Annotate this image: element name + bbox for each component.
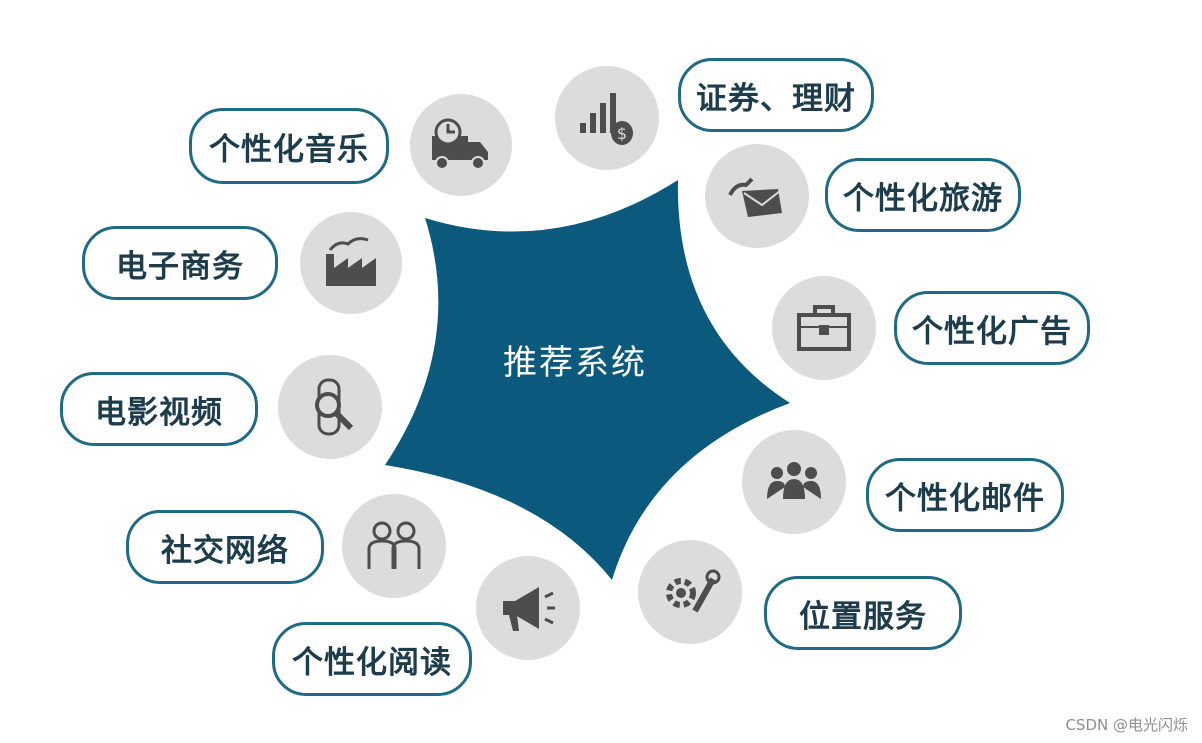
pill-location: 位置服务 [764, 576, 962, 650]
pill-music: 个性化音乐 [189, 108, 389, 184]
pill-social-label: 社交网络 [161, 532, 289, 569]
magnifier-tube-icon [315, 378, 354, 436]
megaphone-icon [503, 587, 555, 631]
pill-video-label: 电影视频 [95, 394, 223, 431]
pill-video: 电影视频 [60, 372, 258, 446]
hand-envelope-icon [728, 177, 782, 217]
pill-reading: 个性化阅读 [272, 622, 472, 696]
pill-ads-label: 个性化广告 [912, 313, 1072, 350]
money-bars-icon: $ [580, 93, 633, 145]
bubble-social [342, 494, 446, 598]
factory-icon [326, 237, 376, 286]
pill-ads: 个性化广告 [894, 291, 1090, 365]
center-label: 推荐系统 [503, 343, 647, 383]
watermark: CSDN @电光闪烁 [1065, 716, 1188, 734]
pill-finance: 证券、理财 [678, 58, 874, 132]
bubble-reading [476, 556, 580, 660]
pill-finance-label: 证券、理财 [696, 80, 856, 117]
bubble-location [638, 540, 742, 644]
gear-wrench-icon [666, 569, 721, 613]
pill-music-label: 个性化音乐 [209, 131, 369, 168]
bubble-email [742, 430, 846, 534]
pill-ecommerce: 电子商务 [82, 226, 278, 300]
bubble-music [410, 94, 512, 196]
bubble-ecommerce [300, 212, 402, 314]
bubble-finance: $ [555, 66, 659, 170]
svg-text:$: $ [617, 124, 627, 143]
pill-travel-label: 个性化旅游 [843, 180, 1003, 217]
pill-travel: 个性化旅游 [825, 158, 1021, 232]
bubble-travel [705, 144, 809, 248]
pill-location-label: 位置服务 [799, 598, 927, 635]
pill-ecommerce-label: 电子商务 [116, 248, 244, 285]
pill-email-label: 个性化邮件 [885, 480, 1045, 517]
truck-clock-icon [432, 118, 488, 170]
bubble-ads [772, 276, 876, 380]
people-group-icon [767, 462, 821, 499]
pill-reading-label: 个性化阅读 [292, 644, 452, 681]
two-people-icon [367, 521, 421, 569]
pill-social: 社交网络 [126, 510, 324, 584]
briefcase-icon [797, 305, 851, 351]
pill-email: 个性化邮件 [866, 458, 1064, 532]
center-star-shape [385, 180, 790, 580]
bubble-video [278, 355, 382, 459]
